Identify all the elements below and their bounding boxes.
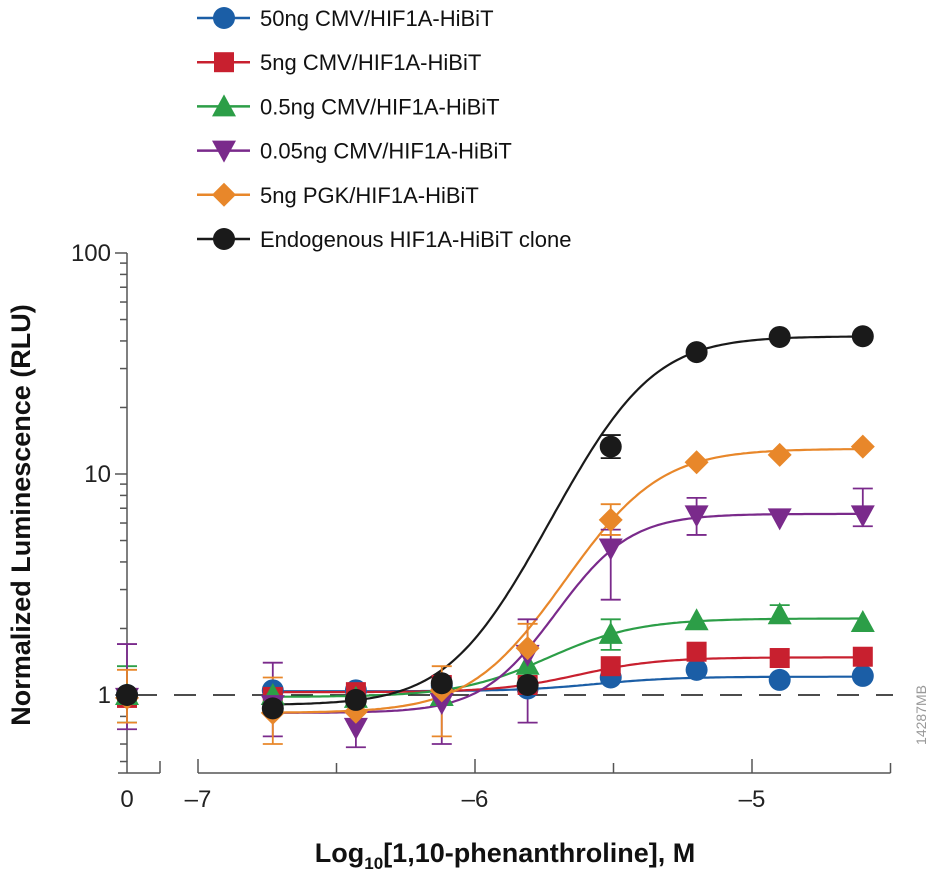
legend-item: 5ng PGK/HIF1A-HiBiT [197, 182, 479, 208]
x-tick-label: –7 [185, 786, 212, 813]
legend-label: 5ng PGK/HIF1A-HiBiT [260, 183, 479, 208]
x-tick-label: –5 [739, 786, 766, 813]
circle-marker [213, 7, 235, 29]
fit-curve [272, 617, 863, 698]
figure-id-watermark: 14287MB [913, 685, 929, 745]
circle-marker [768, 668, 791, 691]
triangle-down-marker [767, 508, 792, 531]
legend-label: 0.05ng CMV/HIF1A-HiBiT [260, 139, 512, 164]
error-bars [117, 434, 873, 749]
legend: 50ng CMV/HIF1A-HiBiT 5ng CMV/HIF1A-HiBiT 0… [197, 6, 571, 252]
triangle-up-marker [684, 608, 709, 631]
circle-marker [116, 684, 138, 706]
circle-marker [430, 672, 453, 695]
fit-curve [272, 335, 863, 706]
circle-marker [685, 658, 708, 681]
fit-curve [272, 512, 863, 714]
x-tick-label: –6 [462, 786, 489, 813]
axes: 1 10 100 0 –7 –6 –5 [71, 240, 893, 813]
circle-marker [685, 341, 708, 364]
triangle-down-marker [343, 717, 368, 740]
legend-label: 50ng CMV/HIF1A-HiBiT [260, 6, 494, 31]
diamond-marker [212, 182, 236, 207]
triangle-up-marker [850, 609, 875, 632]
triangle-up-marker [767, 602, 792, 625]
diamond-marker [767, 442, 792, 467]
fit-curves [272, 335, 863, 714]
legend-item: 0.05ng CMV/HIF1A-HiBiT [197, 139, 512, 164]
diamond-marker [850, 434, 875, 459]
y-tick-label: 1 [98, 682, 111, 709]
square-marker [686, 641, 707, 662]
triangle-down-marker [850, 505, 875, 528]
y-axis-label: Normalized Luminescence (RLU) [6, 304, 36, 726]
fit-curve [272, 656, 863, 694]
legend-item: Endogenous HIF1A-HiBiT clone [197, 227, 571, 252]
triangle-up-marker [212, 94, 236, 117]
diamond-marker [598, 507, 623, 532]
circle-marker [768, 325, 791, 348]
circle-marker [261, 697, 284, 720]
square-marker [600, 656, 621, 677]
y-tick-label: 10 [84, 461, 111, 488]
legend-item: 0.5ng CMV/HIF1A-HiBiT [197, 94, 500, 119]
x-tick-label: 0 [120, 786, 133, 813]
triangle-down-marker [429, 693, 454, 716]
square-marker [852, 646, 873, 667]
x-axis-label: Log10[1,10-phenanthroline], M [315, 838, 695, 873]
triangle-down-marker [684, 505, 709, 528]
legend-label: Endogenous HIF1A-HiBiT clone [260, 227, 571, 252]
square-marker [214, 52, 234, 73]
y-tick-label: 100 [71, 240, 111, 267]
square-marker [769, 648, 790, 669]
legend-item: 50ng CMV/HIF1A-HiBiT [197, 6, 494, 31]
circle-marker [344, 688, 367, 711]
circle-marker [516, 673, 539, 696]
legend-item: 5ng CMV/HIF1A-HiBiT [197, 50, 481, 75]
legend-label: 5ng CMV/HIF1A-HiBiT [260, 50, 481, 75]
data-points [115, 325, 875, 740]
circle-marker [599, 435, 622, 458]
triangle-down-marker [598, 538, 623, 561]
diamond-marker [515, 636, 540, 661]
triangle-down-marker [212, 140, 236, 163]
circle-marker [851, 664, 874, 687]
fit-curve [272, 448, 863, 714]
diamond-marker [684, 450, 709, 475]
circle-marker [213, 228, 235, 250]
circle-marker [851, 325, 874, 348]
legend-label: 0.5ng CMV/HIF1A-HiBiT [260, 94, 500, 119]
triangle-up-marker [598, 621, 623, 644]
